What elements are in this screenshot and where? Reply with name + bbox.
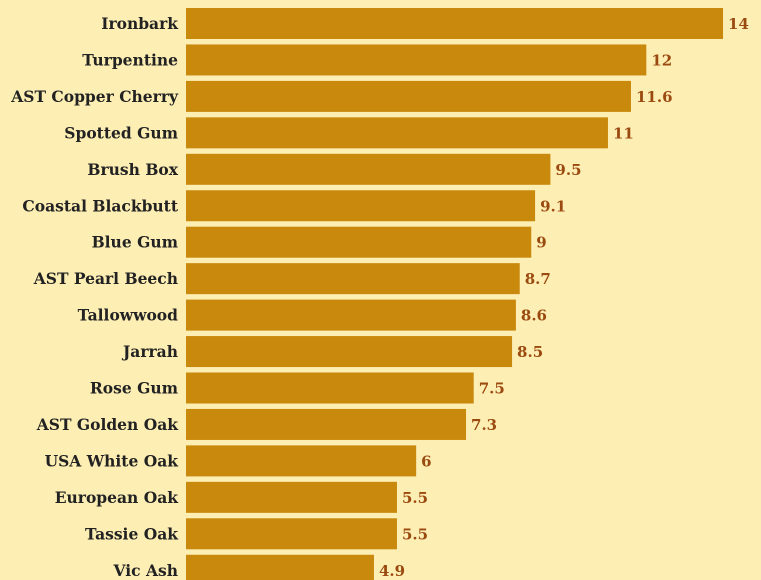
bar-spotted-gum <box>186 117 608 149</box>
bar-jarrah <box>186 336 513 368</box>
bar-european-oak <box>186 481 397 513</box>
category-label-brush-box: Brush Box <box>87 160 178 179</box>
category-label-usa-white-oak: USA White Oak <box>45 451 179 470</box>
value-label-turpentine: 12 <box>651 51 672 69</box>
category-label-european-oak: European Oak <box>55 488 179 507</box>
value-label-ast-copper-cherry: 11.6 <box>636 88 673 106</box>
category-label-coastal-blackbutt: Coastal Blackbutt <box>22 196 178 215</box>
bar-brush-box <box>186 153 551 185</box>
category-label-blue-gum: Blue Gum <box>92 233 179 252</box>
value-label-tallowwood: 8.6 <box>521 307 547 325</box>
bar-blue-gum <box>186 226 532 258</box>
bars-group <box>186 8 724 580</box>
category-label-spotted-gum: Spotted Gum <box>64 123 178 142</box>
category-label-ironbark: Ironbark <box>101 14 178 33</box>
bar-ast-golden-oak <box>186 408 467 440</box>
value-label-ironbark: 14 <box>728 15 749 33</box>
value-label-usa-white-oak: 6 <box>421 452 431 470</box>
bar-tassie-oak <box>186 518 397 550</box>
category-label-turpentine: Turpentine <box>82 50 178 69</box>
value-label-vic-ash: 4.9 <box>379 562 405 580</box>
category-label-tassie-oak: Tassie Oak <box>85 524 178 543</box>
category-label-tallowwood: Tallowwood <box>78 306 179 325</box>
bar-ast-copper-cherry <box>186 80 631 112</box>
category-label-ast-copper-cherry: AST Copper Cherry <box>10 87 179 106</box>
bar-usa-white-oak <box>186 445 417 477</box>
value-label-coastal-blackbutt: 9.1 <box>540 197 566 215</box>
category-label-jarrah: Jarrah <box>121 342 178 361</box>
category-label-vic-ash: Vic Ash <box>113 561 179 580</box>
category-label-ast-pearl-beech: AST Pearl Beech <box>33 269 178 288</box>
value-label-jarrah: 8.5 <box>517 343 543 361</box>
bar-rose-gum <box>186 372 474 404</box>
value-label-european-oak: 5.5 <box>402 489 428 507</box>
bar-coastal-blackbutt <box>186 190 536 222</box>
value-label-blue-gum: 9 <box>536 234 546 252</box>
value-label-ast-pearl-beech: 8.7 <box>525 270 551 288</box>
category-labels-group: Ironbark Turpentine AST Copper Cherry Spott… <box>10 14 179 580</box>
bar-ast-pearl-beech <box>186 263 520 295</box>
bar-tallowwood <box>186 299 516 331</box>
category-label-ast-golden-oak: AST Golden Oak <box>36 415 179 434</box>
value-label-tassie-oak: 5.5 <box>402 525 428 543</box>
value-label-brush-box: 9.5 <box>555 161 581 179</box>
category-label-rose-gum: Rose Gum <box>90 379 179 398</box>
bar-vic-ash <box>186 554 374 580</box>
value-label-spotted-gum: 11 <box>613 124 634 142</box>
value-label-rose-gum: 7.5 <box>479 380 505 398</box>
value-label-ast-golden-oak: 7.3 <box>471 416 497 434</box>
value-labels-group: 14 12 11.611 9.5 9.1 9 8.7 8.6 8.5 7.5 7.3 6 5.5 5.5 4… <box>379 15 749 580</box>
bar-ironbark <box>186 8 724 39</box>
bar-turpentine <box>186 44 647 76</box>
